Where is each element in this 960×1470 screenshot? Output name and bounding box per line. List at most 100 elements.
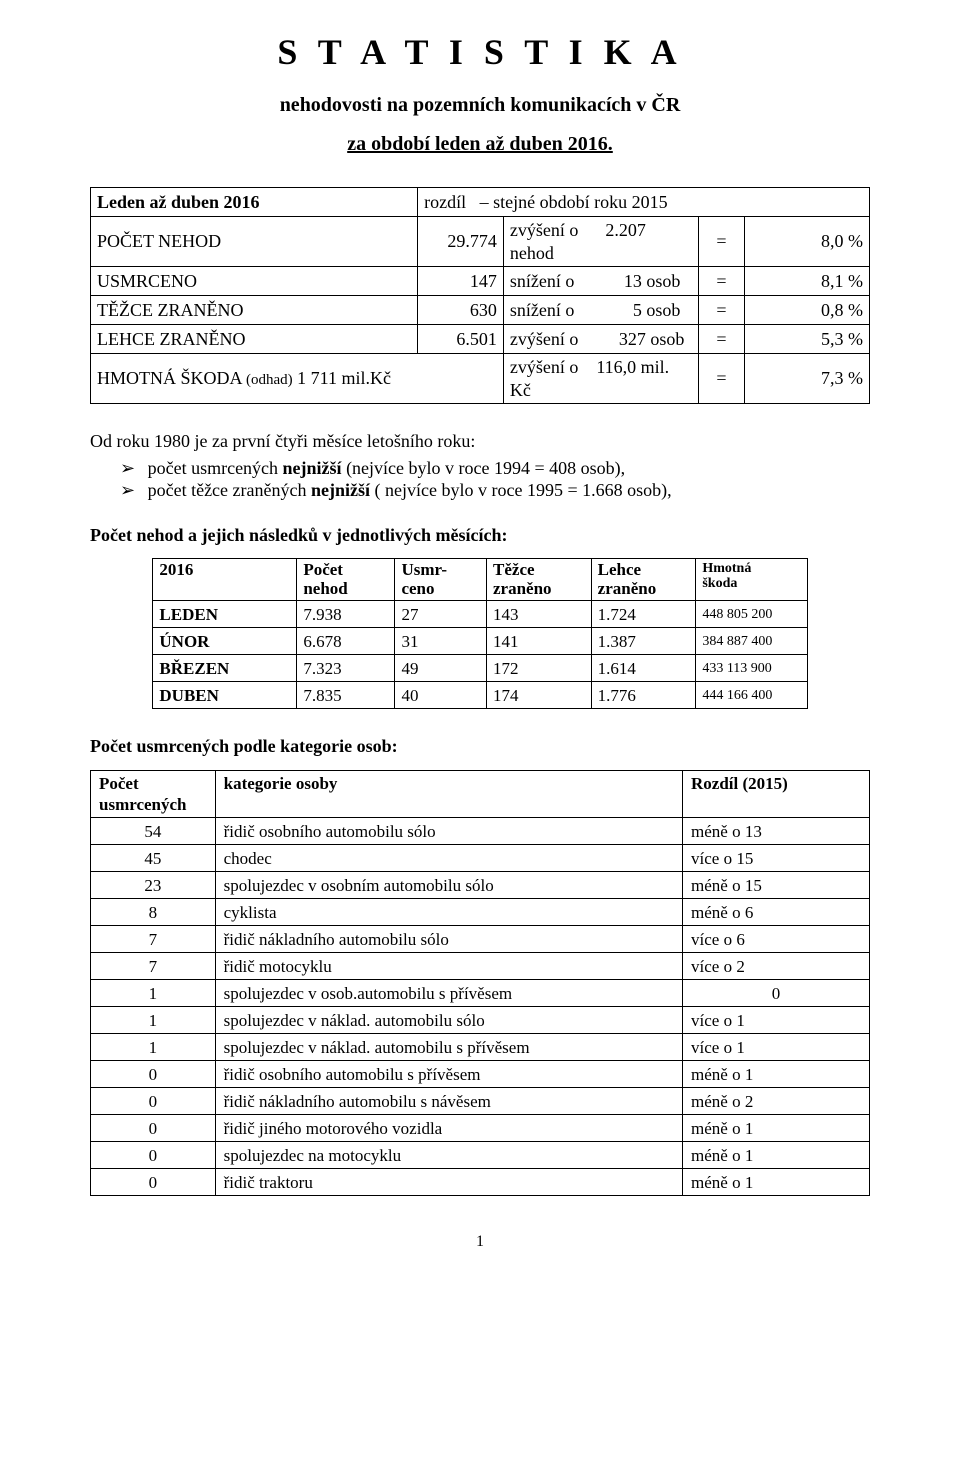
months-row: ÚNOR6.678311411.387384 887 400 [153,628,807,655]
months-cell: 27 [395,601,487,628]
categories-label: řidič traktoru [215,1169,682,1196]
paragraph-intro: Od roku 1980 je za první čtyři měsíce le… [90,430,870,453]
categories-row: 1spolujezdec v náklad. automobilu sóloví… [91,1007,870,1034]
summary-text: zvýšení o 116,0 mil. Kč [503,354,698,404]
summary-row: TĚŽCE ZRANĚNO630snížení o 5 osob=0,8 % [91,296,870,325]
summary-row: USMRCENO147snížení o 13 osob=8,1 % [91,267,870,296]
summary-eq: = [698,325,745,354]
summary-text: snížení o 5 osob [503,296,698,325]
categories-header-cell: kategorie osoby [215,770,682,818]
months-cell: 1.776 [591,682,696,709]
summary-pct: 0,8 % [745,296,870,325]
months-cell: 1.614 [591,655,696,682]
categories-label: spolujezdec v osobním automobilu sólo [215,872,682,899]
categories-diff: méně o 1 [683,1142,870,1169]
categories-label: spolujezdec v náklad. automobilu s přívě… [215,1034,682,1061]
bullet-item-2: počet těžce zraněných nejnižší ( nejvíce… [120,479,870,502]
categories-count: 1 [91,1034,216,1061]
summary-eq: = [698,267,745,296]
bullet-item-1: počet usmrcených nejnižší (nejvíce bylo … [120,457,870,480]
categories-row: 0řidič nákladního automobilu s návěsemmé… [91,1088,870,1115]
categories-diff: více o 1 [683,1034,870,1061]
categories-label: spolujezdec na motocyklu [215,1142,682,1169]
months-row: DUBEN7.835401741.776444 166 400 [153,682,807,709]
months-cell: 1.724 [591,601,696,628]
summary-eq: = [698,296,745,325]
categories-row: 0spolujezdec na motocykluméně o 1 [91,1142,870,1169]
months-header-cell: Početnehod [297,559,395,601]
summary-label: USMRCENO [91,267,418,296]
categories-count: 7 [91,926,216,953]
summary-table: Leden až duben 2016rozdíl – stejné obdob… [90,187,870,404]
categories-label: chodec [215,845,682,872]
categories-header-cell: Početusmrcených [91,770,216,818]
categories-row: 7řidič motocykluvíce o 2 [91,953,870,980]
categories-diff: méně o 15 [683,872,870,899]
categories-count: 0 [91,1142,216,1169]
categories-diff: méně o 2 [683,1088,870,1115]
categories-count: 1 [91,1007,216,1034]
months-cell: 1.387 [591,628,696,655]
months-cell: 174 [487,682,592,709]
categories-count: 45 [91,845,216,872]
months-table: 2016PočetnehodUsmr-cenoTěžcezraněnoLehce… [152,558,807,709]
summary-row: POČET NEHOD29.774zvýšení o 2.207 nehod=8… [91,217,870,267]
categories-count: 23 [91,872,216,899]
summary-row: Leden až duben 2016rozdíl – stejné obdob… [91,188,870,217]
categories-diff: méně o 1 [683,1115,870,1142]
categories-count: 0 [91,1169,216,1196]
months-cell: 7.938 [297,601,395,628]
months-row: LEDEN7.938271431.724448 805 200 [153,601,807,628]
categories-count: 0 [91,1061,216,1088]
summary-text: zvýšení o 2.207 nehod [503,217,698,267]
summary-label: TĚŽCE ZRANĚNO [91,296,418,325]
categories-row: 0řidič traktoruméně o 1 [91,1169,870,1196]
categories-label: řidič osobního automobilu s přívěsem [215,1061,682,1088]
summary-text: zvýšení o 327 osob [503,325,698,354]
categories-row: 7řidič nákladního automobilu sólovíce o … [91,926,870,953]
categories-diff: více o 1 [683,1007,870,1034]
summary-value: 6.501 [418,325,504,354]
categories-count: 0 [91,1088,216,1115]
months-cell: 6.678 [297,628,395,655]
categories-label: cyklista [215,899,682,926]
categories-row: 1spolujezdec v osob.automobilu s přívěse… [91,980,870,1007]
categories-table: Početusmrcenýchkategorie osobyRozdíl (20… [90,770,870,1197]
months-header-cell: Těžcezraněno [487,559,592,601]
summary-value: 29.774 [418,217,504,267]
categories-row: 23spolujezdec v osobním automobilu sólom… [91,872,870,899]
categories-label: řidič nákladního automobilu s návěsem [215,1088,682,1115]
months-cell: ÚNOR [153,628,297,655]
summary-eq: = [698,217,745,267]
summary-label: POČET NEHOD [91,217,418,267]
categories-header-cell: Rozdíl (2015) [683,770,870,818]
summary-label: LEHCE ZRANĚNO [91,325,418,354]
page-title: S T A T I S T I K A [90,30,870,75]
months-cell: 444 166 400 [696,682,807,709]
categories-diff: méně o 1 [683,1169,870,1196]
categories-row: 0řidič osobního automobilu s přívěsemmén… [91,1061,870,1088]
categories-diff: více o 6 [683,926,870,953]
categories-count: 1 [91,980,216,1007]
categories-diff: méně o 1 [683,1061,870,1088]
summary-label: HMOTNÁ ŠKODA (odhad) 1 711 mil.Kč [91,354,504,404]
summary-text: snížení o 13 osob [503,267,698,296]
bullet-2-post: ( nejvíce bylo v roce 1995 = 1.668 osob)… [370,480,672,500]
summary-row: HMOTNÁ ŠKODA (odhad) 1 711 mil.Kčzvýšení… [91,354,870,404]
summary-row: LEHCE ZRANĚNO6.501zvýšení o 327 osob=5,3… [91,325,870,354]
months-cell: 384 887 400 [696,628,807,655]
categories-label: spolujezdec v osob.automobilu s přívěsem [215,980,682,1007]
categories-row: 54řidič osobního automobilu sóloméně o 1… [91,818,870,845]
months-row: BŘEZEN7.323491721.614433 113 900 [153,655,807,682]
categories-diff: více o 2 [683,953,870,980]
categories-diff: více o 15 [683,845,870,872]
categories-diff: méně o 13 [683,818,870,845]
months-cell: 49 [395,655,487,682]
bullet-1-pre: počet usmrcených [148,458,283,478]
summary-pct: 7,3 % [745,354,870,404]
bullet-list: počet usmrcených nejnižší (nejvíce bylo … [120,457,870,502]
summary-pct: 8,0 % [745,217,870,267]
months-header-cell: 2016 [153,559,297,601]
page-subtitle-1: nehodovosti na pozemních komunikacích v … [90,93,870,118]
categories-row: 1spolujezdec v náklad. automobilu s přív… [91,1034,870,1061]
